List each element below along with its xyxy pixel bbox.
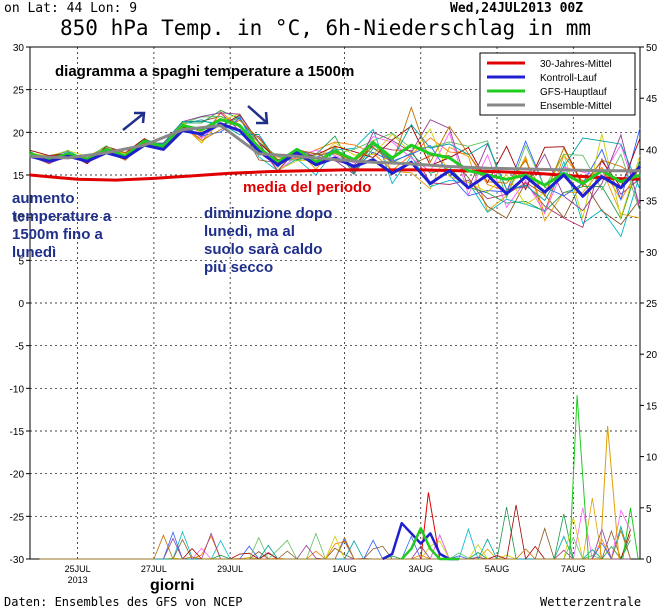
header: on Lat: 44 Lon: 9 Wed,24JUL2013 00Z 850 … — [4, 1, 591, 40]
right-tick-label: 35 — [646, 197, 658, 208]
series-line — [382, 521, 459, 561]
left-axis: 30 25 20 15 10 5 0 -5 -10 -15 -20 -25 -30 — [10, 43, 30, 566]
mid-note-line-1: diminuzione dopo — [204, 205, 332, 222]
ensemble-precip-spike — [599, 425, 620, 560]
series — [29, 118, 642, 561]
mid-note-line-2: lunedì, ma al — [204, 223, 295, 240]
left-note: aumento temperature a 1500m fino a luned… — [12, 190, 115, 261]
left-tick-label: -15 — [10, 427, 25, 438]
right-tick-label: 10 — [646, 453, 658, 464]
right-tick-label: 40 — [646, 145, 658, 156]
ensemble-precip-line — [39, 498, 631, 560]
ensemble-precip-line — [39, 507, 631, 560]
legend: 30-Jahres-Mittel Kontroll-Lauf GFS-Haupt… — [479, 52, 636, 116]
legend-label-ensemble: Ensemble-Mittel — [540, 101, 612, 112]
footer: Daten: Ensembles des GFS von NCEP Wetter… — [4, 595, 641, 609]
mid-note-line-4: più secco — [204, 259, 273, 276]
left-tick-label: -25 — [10, 512, 25, 523]
x-axis-label: giorni — [150, 577, 194, 594]
right-tick-label: 25 — [646, 299, 658, 310]
series-line — [29, 122, 642, 198]
right-tick-label: 0 — [646, 555, 652, 566]
legend-label-control: Kontroll-Lauf — [540, 73, 597, 84]
ensemble-precip-line — [39, 507, 631, 560]
right-tick-label: 15 — [646, 401, 658, 412]
x-tick-label: 1AUG — [332, 564, 357, 574]
left-tick-label: -10 — [10, 384, 25, 395]
right-tick-label: 20 — [646, 350, 658, 361]
ensemble-precip-spike — [569, 395, 589, 560]
ensemble-precip-spike — [420, 492, 441, 560]
x-tick-label: 27JUL — [141, 564, 167, 574]
left-tick-label: -5 — [15, 342, 24, 353]
grid — [30, 47, 640, 559]
right-tick-label: 45 — [646, 94, 658, 105]
left-tick-label: 30 — [13, 43, 25, 54]
x-tick-label: 25JUL — [65, 564, 91, 574]
ensemble-precip-spike — [622, 507, 639, 560]
left-tick-label: 20 — [13, 128, 25, 139]
mid-note-line-3: suolo sarà caldo — [204, 241, 322, 258]
right-tick-label: 50 — [646, 43, 658, 54]
annotations: diagramma a spaghi temperature a 1500m a… — [12, 63, 371, 594]
mid-note: diminuzione dopo lunedì, ma al suolo sar… — [204, 205, 337, 276]
right-tick-label: 30 — [646, 248, 658, 259]
period-mean-label: media del periodo — [243, 179, 371, 196]
legend-label-gfs: GFS-Hauptlauf — [540, 87, 607, 98]
brand: Wetterzentrale — [540, 595, 641, 609]
run-label: Wed,24JUL2013 00Z — [450, 1, 583, 16]
left-note-line-2: temperature a — [12, 208, 112, 225]
x-tick-label: 29JUL — [217, 564, 243, 574]
location-label: on Lat: 44 Lon: 9 — [4, 1, 137, 16]
ensemble-precip-line — [39, 504, 631, 560]
spaghetti-title: diagramma a spaghi temperature a 1500m — [55, 63, 354, 80]
x-axis: 25JUL 27JUL 29JUL 1AUG 3AUG 5AUG 7AUG 2013 — [65, 564, 586, 585]
x-tick-label: 3AUG — [409, 564, 434, 574]
chart-title: 850 hPa Temp. in °C, 6h-Niederschlag in … — [60, 16, 591, 40]
series-line — [29, 124, 640, 173]
left-note-line-3: 1500m fino a — [12, 226, 104, 243]
left-tick-label: 15 — [13, 171, 25, 182]
left-tick-label: -20 — [10, 470, 25, 481]
left-tick-label: 25 — [13, 86, 25, 97]
series-line — [29, 168, 641, 182]
right-tick-label: 5 — [646, 504, 652, 515]
ensemble-precip-line — [39, 529, 631, 560]
x-tick-label: 7AUG — [561, 564, 586, 574]
series-line — [400, 527, 459, 561]
x-year-label: 2013 — [68, 575, 88, 585]
left-note-line-4: lunedì — [12, 244, 56, 261]
x-tick-label: 5AUG — [485, 564, 510, 574]
arrow-up-icon — [122, 111, 146, 131]
series-line — [29, 118, 641, 187]
left-tick-label: 5 — [18, 256, 24, 267]
arrow-down-icon — [247, 105, 269, 125]
left-tick-label: 0 — [18, 299, 24, 310]
left-tick-label: 10 — [13, 214, 25, 225]
legend-label-climate: 30-Jahres-Mittel — [540, 59, 612, 70]
ensemble-precip-line — [39, 525, 631, 560]
left-note-line-1: aumento — [12, 190, 75, 207]
data-source: Daten: Ensembles des GFS von NCEP — [4, 595, 242, 609]
left-tick-label: -30 — [10, 555, 25, 566]
